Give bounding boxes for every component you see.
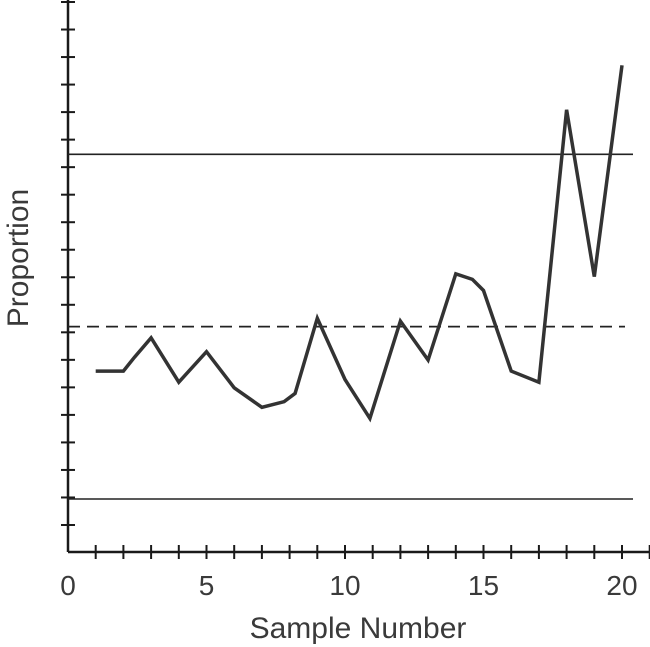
x-tick-label: 15 (468, 570, 499, 601)
proportion-series-line (95, 65, 624, 423)
x-tick-label: 20 (606, 570, 637, 601)
x-tick-label: 0 (60, 570, 76, 601)
y-axis-title: Proportion (2, 189, 35, 327)
x-axis-title: Sample Number (250, 612, 467, 645)
x-tick-label: 10 (329, 570, 360, 601)
x-axis-tick-labels: 0 5 10 15 20 (60, 570, 637, 601)
control-limit-lines (68, 153, 633, 500)
x-tick-label: 5 (199, 570, 215, 601)
